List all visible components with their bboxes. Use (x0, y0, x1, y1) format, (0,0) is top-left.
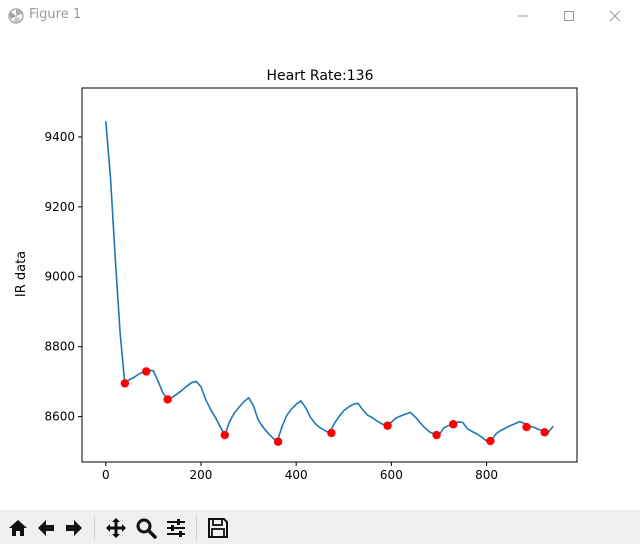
home-button[interactable] (6, 516, 30, 540)
window-title: Figure 1 (29, 7, 82, 22)
chart-title: Heart Rate:136 (267, 68, 374, 84)
figure-canvas[interactable]: Heart Rate:136 IR data 0 200 400 600 800 8600… (0, 32, 640, 510)
peak-marker (540, 428, 549, 437)
maximize-button[interactable] (546, 0, 592, 32)
minimize-icon (518, 15, 528, 17)
minimize-button[interactable] (500, 0, 546, 32)
y-tick-label: 8600 (44, 410, 75, 424)
y-tick-label: 9400 (44, 130, 75, 144)
back-button[interactable] (34, 516, 58, 540)
x-tick-label: 800 (475, 468, 498, 482)
navigation-toolbar (0, 510, 640, 544)
arrow-left-icon (38, 520, 54, 536)
peak-marker (163, 395, 172, 404)
peak-marker (522, 422, 531, 432)
maximize-icon (564, 11, 574, 21)
floppy-disk-icon (208, 518, 228, 538)
pan-button[interactable] (104, 516, 128, 540)
matplotlib-logo-icon (8, 8, 24, 24)
y-tick-label: 9200 (44, 200, 75, 214)
close-icon (609, 10, 621, 22)
move-icon (106, 518, 126, 538)
peak-marker (327, 428, 336, 438)
x-tick-label: 600 (380, 468, 403, 482)
zoom-button[interactable] (134, 516, 158, 540)
peak-marker (273, 437, 283, 446)
y-axis-label: IR data (14, 251, 29, 297)
peak-marker (383, 421, 392, 430)
heart-rate-chart[interactable]: Heart Rate:136 IR data 0 200 400 600 800 8600… (0, 32, 640, 510)
plot-frame (81, 87, 578, 463)
ir-data-line (105, 121, 554, 443)
peak-marker (486, 436, 495, 446)
sliders-icon (167, 519, 185, 537)
peak-marker (142, 367, 151, 376)
forward-button[interactable] (62, 516, 86, 540)
peak-marker (449, 420, 458, 429)
y-tick-label: 9000 (44, 270, 75, 284)
toolbar-separator (196, 516, 197, 540)
peak-marker (220, 430, 229, 440)
y-tick-label: 8800 (44, 340, 75, 354)
window-titlebar: Figure 1 (0, 0, 640, 32)
peak-marker (120, 379, 130, 388)
x-tick-label: 400 (285, 468, 308, 482)
toolbar-separator (94, 516, 95, 540)
peak-marker (432, 430, 441, 440)
x-tick-label: 0 (102, 468, 110, 482)
magnifier-icon (136, 518, 157, 539)
x-tick-label: 200 (190, 468, 213, 482)
arrow-right-icon (66, 520, 82, 536)
home-icon (9, 520, 27, 536)
close-button[interactable] (592, 0, 638, 32)
configure-subplots-button[interactable] (164, 516, 188, 540)
save-button[interactable] (206, 516, 230, 540)
